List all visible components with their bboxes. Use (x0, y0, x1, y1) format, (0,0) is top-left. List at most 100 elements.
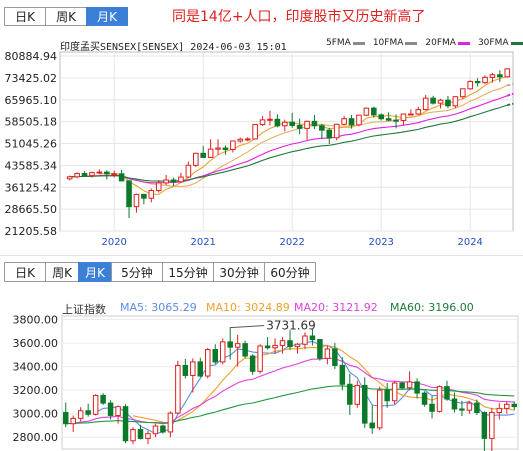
chart2-candle (414, 381, 420, 394)
chart2-candle (212, 349, 218, 363)
chart1-x-tick-label: 2024 (457, 237, 482, 248)
chart2-tab-6[interactable]: 30分钟 (213, 262, 265, 282)
chart2-annotation-label: 3731.69 (266, 319, 316, 333)
chart1-legend-label: 30FMA (477, 38, 509, 48)
chart1-candle (378, 114, 385, 120)
chart1-candle (326, 129, 333, 139)
chart2-candle (504, 403, 510, 409)
chart1-candle (311, 120, 318, 127)
chart1-candle (66, 176, 73, 180)
chart2-candle (205, 349, 211, 377)
chart2-candle (294, 343, 301, 348)
chart1-candle (459, 88, 466, 98)
chart1-forecast-line (507, 83, 514, 87)
chart2-candle (182, 364, 189, 376)
chart2-tab-1[interactable]: 日K (4, 262, 46, 282)
chart2-candle (309, 335, 316, 341)
chart1-y-tick-label: 80884.94 (5, 50, 58, 63)
chart2-tab-7[interactable]: 60分钟 (264, 262, 316, 282)
chart1-candle (259, 119, 266, 126)
chart1-tab-2[interactable]: 周K (45, 7, 87, 26)
chart2-candle (279, 340, 286, 346)
chart2-tab-2[interactable]: 周K (45, 262, 79, 282)
chart1-y-tick-label: 43585.34 (5, 159, 58, 172)
chart1-candle (348, 118, 355, 126)
chart1-legend-label: 10FMA (372, 38, 404, 48)
chart1-ma-line-1 (99, 75, 508, 196)
chart2-candle (122, 406, 129, 442)
chart1-candle (126, 180, 132, 208)
chart2-tab-5[interactable]: 15分钟 (162, 262, 214, 282)
chart1-candle (163, 179, 169, 184)
chart1-x-tick-label: 2023 (368, 237, 393, 248)
chart1-x-tick-label: 2020 (101, 237, 126, 248)
chart2-legend-item: MA5: 3065.29 (120, 301, 197, 314)
chart1-candle (408, 113, 414, 116)
chart1-candle (118, 173, 125, 182)
chart2-candle (339, 364, 346, 385)
chart1-legend-item: 30FMA (478, 38, 523, 48)
chart1-candle (103, 171, 110, 175)
chart1-candle (81, 173, 88, 177)
chart1-candle (274, 118, 281, 127)
chart1-candle (74, 173, 80, 178)
chart2-candle (384, 389, 390, 402)
chart2-period-tabs: 日K 周K 月K 5分钟 15分钟 30分钟 60分钟 (4, 262, 316, 282)
chart1-legend-item: 20FMA (425, 38, 470, 48)
chart1-legend: 5FMA 10FMA 20FMA 30FMA (326, 38, 523, 48)
chart1-candle (178, 176, 184, 183)
chart1-candle (148, 190, 155, 199)
chart1-candle (341, 118, 347, 125)
chart1-candle (393, 119, 399, 122)
chart2-candle (115, 406, 121, 416)
chart2-candle (332, 348, 338, 366)
chart2-candle (421, 392, 428, 405)
chart1-candle (504, 68, 511, 78)
chart1-legend-label: 5FMA (326, 38, 351, 48)
chart1-candle (319, 125, 325, 131)
chart2-candle (354, 384, 361, 405)
chart1-candle (400, 113, 407, 121)
chart1-candle (385, 118, 392, 121)
chart2-tab-3[interactable]: 月K (78, 262, 112, 282)
chart1-candle (267, 118, 273, 121)
chart2-candle (436, 386, 443, 412)
chart1-y-tick-label: 73425.02 (5, 72, 58, 85)
chart1-y-tick-label: 51045.26 (5, 138, 58, 151)
chart2-candle (496, 407, 503, 414)
chart1-candle (289, 121, 296, 126)
chart1-plot: 80884.94 73425.02 65965.10 58505.18 51045.26… (5, 50, 514, 248)
chart2-candle (175, 364, 181, 414)
chart1-candle (192, 152, 199, 166)
chart1-candle (452, 96, 459, 107)
chart1-x-tick-label: 2021 (190, 237, 215, 248)
chart2-tab-4[interactable]: 5分钟 (111, 262, 163, 282)
chart2-candle (234, 343, 241, 348)
chart1-candle (437, 99, 444, 104)
chart1-period-tabs: 日K 周K 月K (4, 7, 128, 26)
chart2-candle (242, 343, 248, 357)
chart2-candle (137, 429, 144, 439)
chart1-candle (141, 193, 147, 199)
chart2-candle (474, 402, 480, 414)
chart2-candle (287, 340, 293, 348)
chart2-candle (459, 408, 465, 411)
chart2-ma-line-2 (132, 344, 515, 425)
chart2-y-tick-label: 2800.00 (13, 431, 59, 444)
chart2-candle (489, 412, 495, 439)
chart2-annotation-leader (230, 325, 265, 329)
chart1-tab-3[interactable]: 月K (86, 7, 128, 26)
chart1-candle (482, 76, 488, 84)
chart2-candle (406, 381, 413, 389)
chart2-candle (160, 425, 166, 433)
chart1-legend-swatch (352, 42, 365, 45)
chart1-legend-swatch (457, 42, 470, 45)
chart1-candle (445, 99, 451, 107)
chart1-candle (237, 138, 244, 142)
chart1-candle (111, 173, 118, 176)
chart1-candle (489, 74, 496, 78)
chart1-legend-label: 20FMA (425, 38, 456, 48)
chart1-candle (497, 74, 503, 78)
chart1-candle (356, 114, 362, 126)
